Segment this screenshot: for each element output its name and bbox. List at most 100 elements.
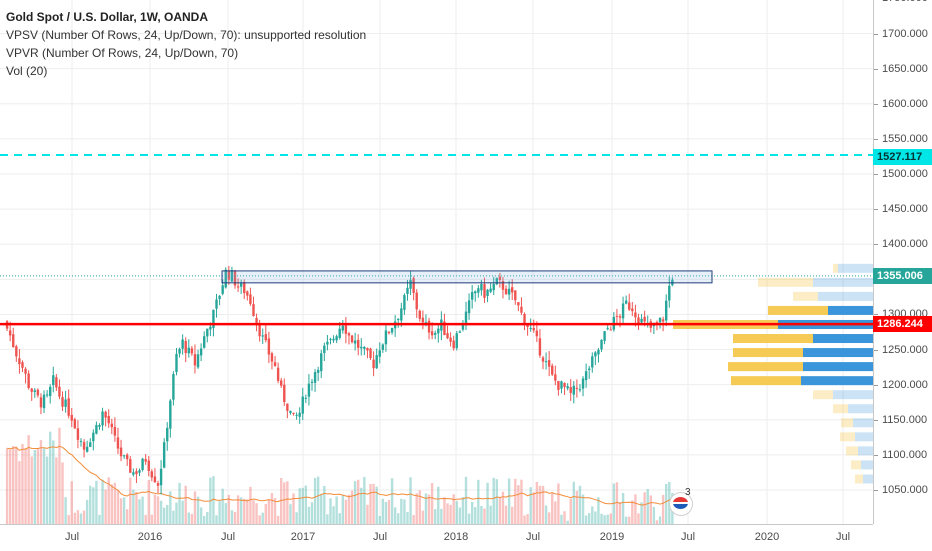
candle-body — [129, 459, 132, 473]
candle-body — [566, 386, 569, 389]
candle-body — [624, 300, 628, 304]
candle-body — [73, 419, 77, 429]
volume-bar — [575, 490, 579, 524]
volume-bar — [350, 490, 354, 524]
volume-bar — [470, 502, 474, 524]
candle-body — [119, 447, 123, 457]
price-axis[interactable]: 1750.000 1700.000 1650.000 1600.000 1550.000… — [873, 0, 932, 524]
volume-bar — [113, 482, 117, 524]
candle-body — [378, 350, 381, 357]
volume-bar — [89, 485, 92, 524]
volume-bar — [5, 448, 9, 524]
candle-body — [603, 331, 606, 341]
volume-bar — [292, 493, 295, 524]
resistance-box — [221, 270, 713, 284]
volume-bar — [483, 508, 486, 524]
price-tick-label: 1600.000 — [882, 97, 928, 110]
volume-bar — [511, 506, 514, 524]
vpvr-up-bar — [855, 432, 873, 442]
candle-body — [246, 291, 249, 296]
price-chart[interactable] — [0, 0, 873, 524]
candle-body — [39, 397, 43, 408]
volume-bar — [147, 479, 150, 524]
candle-body — [532, 327, 535, 331]
candle-body — [563, 382, 566, 387]
volume-bar — [566, 520, 569, 524]
volume-bar — [609, 513, 612, 524]
candle-body — [467, 300, 471, 314]
flag-icon — [673, 497, 688, 509]
chart-area[interactable]: Gold Spot / U.S. Dollar, 1W, OANDA VPSV … — [0, 0, 873, 524]
candle-body — [261, 335, 264, 337]
legend-title[interactable]: Gold Spot / U.S. Dollar, 1W, OANDA — [6, 10, 209, 24]
volume-bar — [132, 489, 135, 524]
volume-bar — [230, 510, 234, 524]
volume-bar — [326, 514, 329, 524]
candle-body — [390, 327, 394, 333]
volume-bar — [119, 498, 123, 524]
volume-bar — [144, 514, 147, 524]
volume-bar — [64, 497, 67, 524]
volume-bar — [335, 496, 338, 524]
volume-bar — [162, 507, 166, 524]
candle-body — [280, 380, 283, 386]
vpvr-down-bar — [833, 404, 848, 414]
volume-bar — [295, 512, 298, 524]
volume-bar — [544, 505, 548, 524]
candle-body — [144, 459, 147, 462]
candle-body — [193, 354, 197, 366]
candle-body — [332, 338, 335, 341]
volume-bar — [283, 482, 286, 524]
grid-lines — [0, 0, 873, 524]
volume-bar — [538, 485, 542, 524]
legend-indicator-vol[interactable]: Vol (20) — [6, 64, 48, 78]
candle-body — [551, 365, 554, 375]
volume-bar — [178, 482, 181, 524]
time-tick-label: 2017 — [290, 531, 316, 543]
volume-ma-line — [7, 445, 673, 506]
volume-bar — [107, 477, 110, 524]
price-tick-mark — [874, 103, 878, 105]
candle-body — [507, 288, 511, 295]
candle-body — [196, 354, 200, 368]
price-tick-label: 1750.000 — [882, 0, 928, 4]
price-tick-mark — [874, 33, 878, 35]
volume-bar — [332, 506, 335, 524]
volume-bar — [360, 487, 363, 524]
price-tick-mark — [874, 314, 878, 316]
volume-bar — [39, 440, 43, 524]
volume-bar — [532, 492, 535, 524]
candle-body — [113, 426, 117, 436]
candle-body — [116, 437, 120, 449]
candle-body — [372, 359, 375, 369]
legend-indicator-vpvr[interactable]: VPVR (Number Of Rows, 24, Up/Down, 70) — [6, 46, 239, 60]
volume-bar — [153, 494, 157, 524]
candle-body — [344, 325, 348, 334]
volume-bar — [218, 501, 221, 524]
legend-indicator-vpsv[interactable]: VPSV (Number Of Rows, 24, Up/Down, 70): … — [6, 28, 367, 42]
candle-body — [461, 324, 465, 330]
volume-bar — [79, 513, 83, 524]
time-axis[interactable]: Jul 2016 Jul 2017 Jul 2018 Jul 2019 Jul 2020 Jul — [0, 524, 873, 551]
volume-bar — [221, 488, 224, 524]
candle-body — [292, 412, 295, 414]
vpvr-down-bar — [793, 291, 818, 301]
candle-body — [665, 300, 668, 321]
candle-body — [544, 361, 548, 363]
candle-body — [409, 279, 412, 289]
vpvr-up-bar — [853, 418, 873, 428]
volume-bar — [535, 482, 539, 524]
volume-bar — [273, 498, 277, 524]
candle-body — [486, 289, 489, 296]
candle-body — [387, 332, 391, 334]
event-badge[interactable]: 3 — [669, 487, 693, 516]
volume-bar — [199, 507, 203, 524]
volume-bar — [135, 492, 138, 524]
candle-body — [61, 397, 64, 407]
volume-bar — [640, 502, 643, 524]
candle-body — [631, 308, 634, 312]
volume-bar — [304, 485, 308, 524]
candle-body — [255, 318, 258, 325]
volume-bar — [381, 498, 385, 524]
candle-body — [169, 400, 172, 429]
